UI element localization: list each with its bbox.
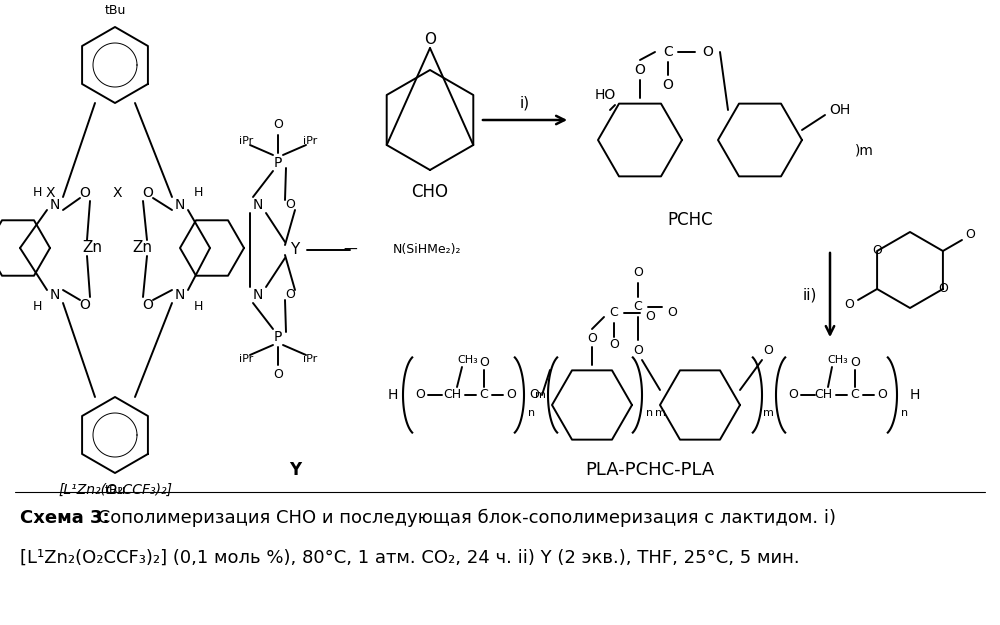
Text: —: — — [343, 243, 357, 257]
Text: O: O — [872, 244, 882, 258]
Text: H: H — [910, 388, 920, 402]
Text: OH: OH — [829, 103, 851, 117]
Text: O: O — [479, 356, 489, 369]
Text: O: O — [703, 45, 713, 59]
Text: O: O — [663, 78, 673, 92]
Text: C: C — [480, 389, 488, 401]
Text: m: m — [535, 390, 545, 400]
Text: N: N — [253, 288, 263, 302]
Text: HO: HO — [595, 88, 616, 102]
Text: CH: CH — [443, 389, 461, 401]
Text: H: H — [193, 186, 203, 199]
Text: Y: Y — [290, 242, 300, 258]
Text: CH₃: CH₃ — [828, 355, 848, 365]
Text: n: n — [528, 408, 536, 418]
Text: N: N — [253, 198, 263, 212]
Text: C: C — [851, 389, 859, 401]
Text: O: O — [285, 199, 295, 211]
Text: ii): ii) — [803, 288, 817, 302]
Text: O: O — [850, 356, 860, 369]
Text: PCHC: PCHC — [667, 211, 713, 229]
Text: iPr: iPr — [239, 136, 253, 146]
Text: H: H — [388, 388, 398, 402]
Text: iPr: iPr — [303, 354, 317, 364]
Text: O: O — [529, 389, 539, 401]
Text: tBu: tBu — [104, 484, 126, 496]
Text: N: N — [50, 288, 60, 302]
Text: Схема 3:: Схема 3: — [20, 509, 110, 527]
Text: [L¹Zn₂(O₂CCF₃)₂]: [L¹Zn₂(O₂CCF₃)₂] — [58, 483, 172, 497]
Text: P: P — [274, 156, 282, 170]
Text: O: O — [635, 63, 645, 77]
Text: O: O — [633, 266, 643, 279]
Text: C: C — [634, 301, 642, 314]
Text: O: O — [506, 389, 516, 401]
Text: O: O — [938, 282, 948, 296]
Text: n: n — [646, 408, 654, 418]
Text: X: X — [112, 186, 122, 200]
Text: tBu: tBu — [104, 4, 126, 16]
Text: H: H — [32, 186, 42, 199]
Text: X: X — [45, 186, 55, 200]
Text: CH₃: CH₃ — [458, 355, 478, 365]
Text: Zn: Zn — [82, 241, 102, 256]
Text: O: O — [763, 344, 773, 356]
Text: O: O — [285, 289, 295, 301]
Text: m: m — [655, 408, 665, 418]
Text: C: C — [663, 45, 673, 59]
Text: O: O — [609, 339, 619, 351]
Text: Сополимеризация СНО и последующая блок-сополимеризация с лактидом. i): Сополимеризация СНО и последующая блок-с… — [92, 509, 836, 527]
Text: H: H — [32, 301, 42, 314]
Text: N(SiHMe₂)₂: N(SiHMe₂)₂ — [393, 244, 462, 256]
Text: O: O — [877, 389, 887, 401]
Text: O: O — [80, 186, 90, 200]
Text: N: N — [175, 288, 185, 302]
Text: P: P — [274, 330, 282, 344]
Text: O: O — [273, 119, 283, 131]
Text: O: O — [667, 306, 677, 319]
Text: iPr: iPr — [239, 354, 253, 364]
Text: O: O — [966, 229, 976, 241]
Text: O: O — [587, 332, 597, 346]
Text: O: O — [415, 389, 425, 401]
Text: PLA-PCHC-PLA: PLA-PCHC-PLA — [585, 461, 715, 479]
Text: m: m — [763, 408, 773, 418]
Text: Y: Y — [289, 461, 301, 479]
Text: Zn: Zn — [132, 241, 152, 256]
Text: O: O — [143, 298, 153, 312]
Text: N: N — [175, 198, 185, 212]
Text: i): i) — [520, 96, 530, 111]
Text: H: H — [193, 301, 203, 314]
Text: N: N — [50, 198, 60, 212]
Text: iPr: iPr — [303, 136, 317, 146]
Text: n: n — [901, 408, 909, 418]
Text: O: O — [80, 298, 90, 312]
Text: [L¹Zn₂(O₂CCF₃)₂] (0,1 моль %), 80°C, 1 атм. CO₂, 24 ч. ii) Y (2 экв.), THF, 25°C: [L¹Zn₂(O₂CCF₃)₂] (0,1 моль %), 80°C, 1 а… — [20, 549, 800, 567]
Text: O: O — [633, 344, 643, 356]
Text: O: O — [788, 389, 798, 401]
Text: CHO: CHO — [412, 183, 448, 201]
Text: O: O — [844, 299, 854, 311]
Text: O: O — [143, 186, 153, 200]
Text: O: O — [424, 31, 436, 46]
Text: )m: )m — [855, 143, 874, 157]
Text: CH: CH — [814, 389, 832, 401]
Text: O: O — [645, 311, 655, 324]
Text: C: C — [610, 306, 618, 319]
Text: O: O — [273, 369, 283, 381]
